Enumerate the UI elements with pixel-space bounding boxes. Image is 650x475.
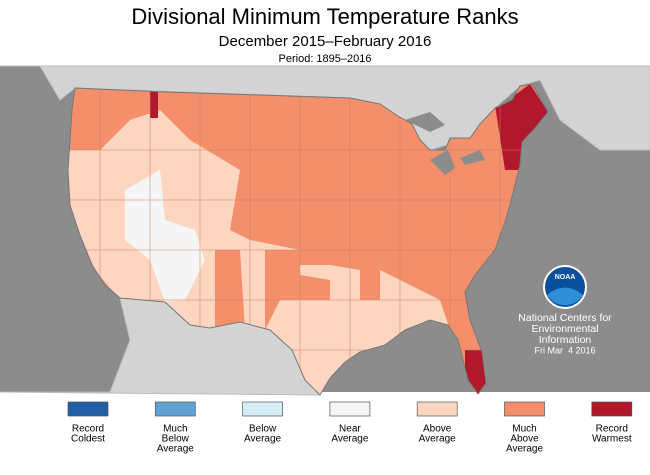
legend: RecordColdestMuchBelowAverageBelowAverag… [67,401,633,455]
region-record-id [150,88,158,118]
credit-line: National Centers for [518,312,612,324]
credit-line: Fri Mar 4 2016 [534,345,595,355]
region-near [125,170,205,302]
credit-line: Information [539,334,592,346]
legend-swatch [67,401,109,417]
legend-swatch [242,401,283,417]
legend-label: Above [510,434,539,445]
legend-swatch [154,401,196,417]
legend-label: Average [331,434,369,445]
legend-label: Below [249,424,277,435]
region-much-above-ok [265,250,330,330]
legend-label: Much [163,424,187,435]
credit-line: Environmental [531,323,598,335]
legend-label: Below [162,434,190,445]
legend-label: Above [423,424,452,435]
title: Divisional Minimum Temperature Ranks [131,4,518,29]
division-lines [68,84,548,395]
legend-swatch [416,401,458,417]
subtitle: December 2015–February 2016 [219,33,432,50]
legend-label: Much [512,424,536,435]
legend-label: Record [596,424,628,435]
noaa-logo-text: NOAA [555,274,576,281]
legend-swatch [329,401,371,417]
region-record [495,84,548,170]
period: Period: 1895–2016 [279,53,372,65]
legend-swatch [504,401,545,417]
legend-label: Average [419,434,457,445]
legend-swatch [591,401,633,417]
region-much-above-nw [68,90,150,150]
legend-label: Warmest [592,434,632,445]
legend-label: Average [157,444,195,455]
credit: National Centers forEnvironmentalInforma… [518,312,612,356]
legend-label: Record [72,424,104,435]
region-much-above-nm [215,250,245,330]
legend-label: Coldest [71,434,105,445]
legend-label: Near [339,424,361,435]
legend-label: Average [506,444,544,455]
noaa-logo-wave [547,287,583,306]
legend-label: Average [244,434,282,445]
great-lakes [405,112,485,175]
